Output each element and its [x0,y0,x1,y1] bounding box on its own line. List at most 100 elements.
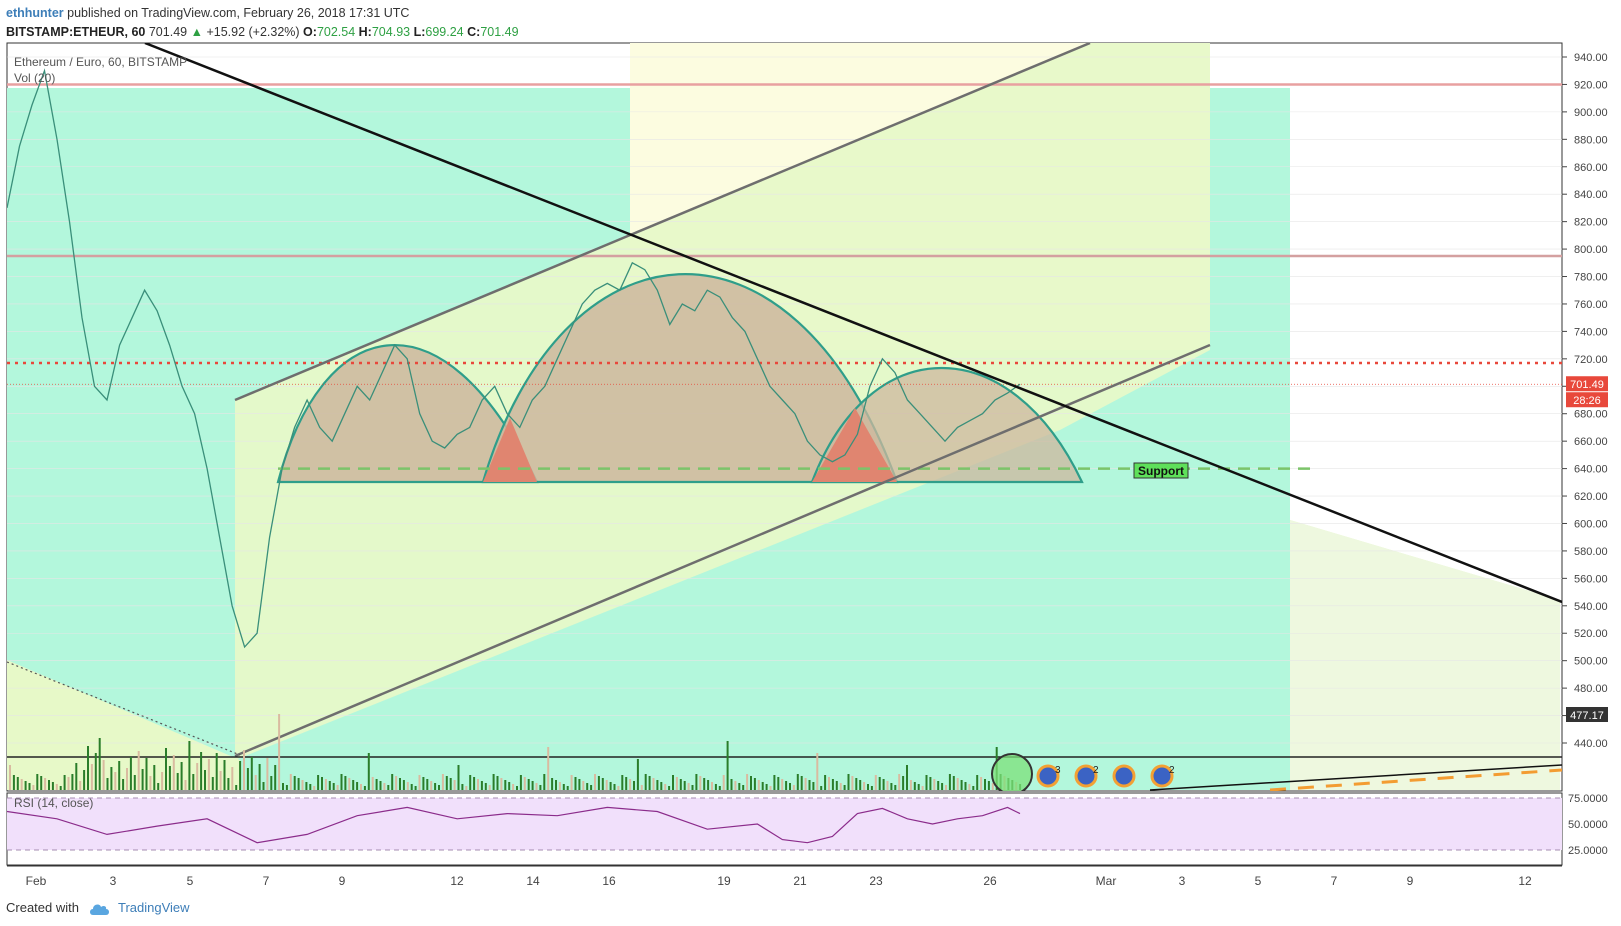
time-tick-label: 23 [869,874,883,888]
time-tick-label: 14 [526,874,540,888]
volume-bar [235,785,238,790]
volume-bar [617,786,620,790]
volume-bar [102,760,105,790]
volume-bar [605,780,608,790]
time-tick-label: Mar [1096,874,1117,888]
volume-bar [941,783,944,790]
volume-bar [282,783,284,790]
volume-bar [223,760,226,790]
event-markers: 3 2 2 [1036,764,1175,788]
volume-bar [773,775,776,790]
price-tick-label: 680.00 [1574,409,1608,421]
volume-bar [391,774,394,790]
volume-bar [656,780,659,790]
highlight-circle[interactable] [991,753,1033,794]
volume-bar [917,784,920,790]
event-icon[interactable] [1150,764,1174,788]
volume-bar [328,781,331,790]
price-tick-label: 660.00 [1574,436,1608,448]
volume-bar [383,783,386,790]
time-tick-label: 21 [793,874,807,888]
volume-bar [200,752,203,790]
price-tick-label: 900.00 [1574,107,1608,119]
volume-bar [750,776,752,790]
volume-bar [457,765,460,790]
price-tick-label: 760.00 [1574,299,1608,311]
price-tick-label: 540.00 [1574,601,1608,613]
volume-bar [363,786,366,790]
channel-lower [234,343,1211,758]
volume-bar [289,774,292,790]
volume-bar [789,783,791,790]
price-change: +15.92 (+2.32%) [206,25,300,39]
volume-bar [629,779,632,790]
volume-bar [20,779,23,790]
volume-bar [149,776,152,790]
time-axis[interactable]: Feb 3 5 7 9 12 14 16 19 21 23 26 Mar 3 5 7 9 12 [26,874,1532,888]
volume-bar [785,781,788,790]
author-name[interactable]: ethhunter [6,6,64,20]
time-tick-label: 3 [1179,874,1186,888]
volume-bar [730,779,733,790]
volume-bar [262,782,265,790]
volume-bar [106,778,109,790]
price-tick-label: 580.00 [1574,546,1608,558]
time-tick-label: 16 [602,874,616,888]
volume-bar [555,780,557,790]
volume-bar [948,774,951,790]
tradingview-link[interactable]: TradingView [118,900,190,915]
volume-bar [24,781,27,790]
volume-bar [855,778,858,790]
volume-bar [512,784,515,790]
volume-bar [402,780,405,790]
volume-bar [28,783,31,790]
support-label: Support [1138,464,1184,478]
volume-bar [32,785,35,790]
last-price-badge [1566,376,1608,392]
volume-bar [820,786,823,790]
time-tick-label: 5 [1255,874,1262,888]
volume-bar [925,775,928,790]
volume-bar [586,783,589,790]
volume-bar [500,778,503,790]
volume-bar [906,765,908,790]
volume-bar [621,775,624,790]
event-icon[interactable] [1074,764,1098,788]
volume-bar [434,783,437,790]
volume-bar [863,782,866,790]
volume-bar [297,778,300,790]
volume-bar [129,757,132,790]
volume-bar [254,775,257,790]
volume-bar [991,783,994,790]
rsi-axis[interactable]: 75.0000 50.0000 25.0000 [1568,793,1608,857]
volume-bar [859,780,862,790]
time-tick-label: 5 [187,874,194,888]
volume-bars [9,714,1022,790]
volume-bar [301,780,304,790]
event-icon[interactable] [1112,764,1136,788]
volume-bar [839,783,842,790]
volume-bar [395,776,398,790]
volume-bar [738,783,741,790]
event-icon[interactable] [1036,764,1060,788]
rsi-tick-label: 50.0000 [1568,819,1608,831]
volume-bar [12,775,15,790]
volume-bar [418,775,421,790]
volume-bar [313,786,316,790]
volume-bar [309,784,312,790]
volume-bar [890,783,893,790]
volume-bar [816,753,819,790]
volume-bar [960,780,963,790]
overlap-right [812,408,897,482]
volume-bar [469,775,472,790]
volume-bar [258,764,261,790]
volume-bar [609,782,612,790]
volume-bar [375,779,378,790]
volume-bar [746,774,749,790]
volume-bar [590,785,593,790]
volume-bar [633,781,635,790]
volume-bar [726,741,729,790]
zone-lower-right [1290,520,1560,790]
price-tick-label: 560.00 [1574,573,1608,585]
